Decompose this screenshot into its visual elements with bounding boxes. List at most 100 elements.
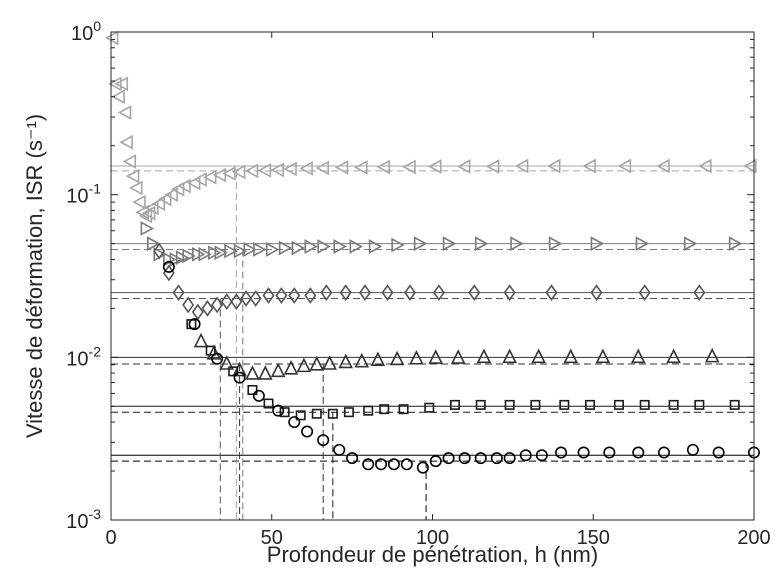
data-point-triangle-left-5 <box>119 134 133 150</box>
data-point-triangle-left-11 <box>138 208 153 224</box>
data-point-triangle-up-20 <box>531 348 546 364</box>
data-point-square-10 <box>363 405 374 416</box>
data-point-triangle-left-25 <box>244 163 259 179</box>
data-point-triangle-right-30 <box>635 236 650 251</box>
data-point-diamond-18 <box>381 284 394 301</box>
data-point-triangle-right-27 <box>510 236 524 251</box>
data-point-square-16 <box>504 399 515 410</box>
data-point-triangle-up-22 <box>595 348 611 364</box>
data-point-square-8 <box>327 408 338 419</box>
data-point-circle-17 <box>442 452 455 465</box>
data-point-triangle-right-5 <box>175 250 190 266</box>
data-point-triangle-left-28 <box>283 161 297 177</box>
y-tick-label: 100 <box>71 18 101 45</box>
x-tick-label: 100 <box>416 527 449 549</box>
data-point-triangle-right-13 <box>243 242 257 257</box>
data-point-triangle-right-29 <box>590 236 605 251</box>
data-point-square-20 <box>613 399 624 410</box>
data-point-triangle-right-0 <box>140 221 155 236</box>
data-point-circle-27 <box>632 446 645 459</box>
data-point-circle-3 <box>233 371 246 384</box>
data-point-triangle-right-24 <box>413 236 428 251</box>
ticks-layer: 0 50 100 150 200 10-3 10-2 10-1 100 <box>66 18 770 549</box>
data-point-square-22 <box>668 399 679 410</box>
data-point-square-15 <box>475 399 486 410</box>
data-point-triangle-left-18 <box>177 178 191 194</box>
data-point-triangle-right-25 <box>442 236 457 251</box>
data-point-diamond-19 <box>404 284 416 301</box>
data-point-circle-24 <box>555 446 568 459</box>
data-point-triangle-up-24 <box>666 348 681 364</box>
data-point-triangle-right-28 <box>548 236 563 251</box>
data-point-diamond-5 <box>201 299 214 317</box>
data-point-triangle-left-21 <box>202 169 217 185</box>
data-point-circle-22 <box>519 449 532 462</box>
data-point-circle-11 <box>362 458 375 471</box>
data-point-square-5 <box>279 407 290 418</box>
data-point-triangle-up-21 <box>563 348 579 364</box>
data-point-triangle-right-11 <box>224 243 238 259</box>
data-point-triangle-left-1 <box>108 76 122 92</box>
data-point-triangle-right-9 <box>208 245 222 261</box>
data-point-circle-0 <box>162 260 175 273</box>
data-point-triangle-up-16 <box>428 349 444 364</box>
data-point-triangle-left-40 <box>582 158 596 174</box>
data-point-triangle-right-16 <box>278 240 293 256</box>
data-point-triangle-left-7 <box>125 168 140 184</box>
data-point-triangle-up-7 <box>283 360 299 375</box>
data-point-triangle-up-6 <box>270 362 286 378</box>
data-point-triangle-up-2 <box>219 355 235 370</box>
data-point-triangle-up-11 <box>338 353 353 369</box>
data-point-triangle-up-18 <box>476 348 492 364</box>
data-point-triangle-left-39 <box>546 158 561 174</box>
data-point-triangle-right-14 <box>253 242 267 257</box>
data-point-diamond-25 <box>638 284 651 301</box>
data-point-diamond-13 <box>288 287 301 304</box>
data-point-square-24 <box>729 399 740 410</box>
data-point-triangle-left-32 <box>354 160 368 175</box>
data-point-triangle-left-13 <box>145 200 159 216</box>
data-point-triangle-right-32 <box>728 236 743 251</box>
plot-frame <box>110 31 755 521</box>
data-point-circle-15 <box>416 461 429 474</box>
data-point-diamond-14 <box>304 287 317 304</box>
data-point-circle-14 <box>400 458 413 471</box>
y-tick-label: 10-2 <box>66 343 101 370</box>
data-point-triangle-right-26 <box>474 236 489 251</box>
data-point-circle-28 <box>657 446 670 459</box>
data-point-triangle-right-4 <box>169 252 183 267</box>
data-point-triangle-left-37 <box>485 159 500 174</box>
data-point-triangle-left-44 <box>743 158 757 174</box>
data-point-diamond-9 <box>240 290 253 307</box>
data-point-circle-23 <box>535 449 548 462</box>
data-point-diamond-16 <box>339 284 352 301</box>
data-point-triangle-up-14 <box>389 350 405 366</box>
data-point-diamond-15 <box>320 284 333 301</box>
data-point-triangle-left-27 <box>270 162 284 178</box>
data-points-layer <box>104 30 760 474</box>
data-point-triangle-up-8 <box>296 357 312 373</box>
data-point-circle-7 <box>301 425 314 438</box>
data-point-triangle-left-38 <box>514 158 529 174</box>
data-point-square-14 <box>450 399 461 410</box>
data-point-triangle-left-31 <box>334 160 349 175</box>
data-point-diamond-20 <box>432 284 445 301</box>
data-point-diamond-10 <box>249 290 262 307</box>
data-point-square-13 <box>424 402 435 413</box>
data-point-diamond-7 <box>220 293 233 311</box>
data-point-triangle-up-19 <box>502 348 517 364</box>
data-point-circle-18 <box>458 452 471 465</box>
data-point-triangle-left-33 <box>376 159 391 175</box>
data-point-triangle-right-1 <box>146 236 161 251</box>
data-point-square-4 <box>263 398 274 409</box>
data-point-circle-20 <box>490 452 503 465</box>
data-point-circle-16 <box>429 455 442 468</box>
data-point-square-6 <box>295 410 306 421</box>
data-point-square-18 <box>559 399 570 410</box>
data-point-square-19 <box>585 399 596 410</box>
data-point-square-23 <box>694 399 705 410</box>
data-point-triangle-right-19 <box>317 239 331 254</box>
data-point-triangle-left-26 <box>257 163 272 178</box>
data-point-triangle-left-30 <box>315 160 329 176</box>
